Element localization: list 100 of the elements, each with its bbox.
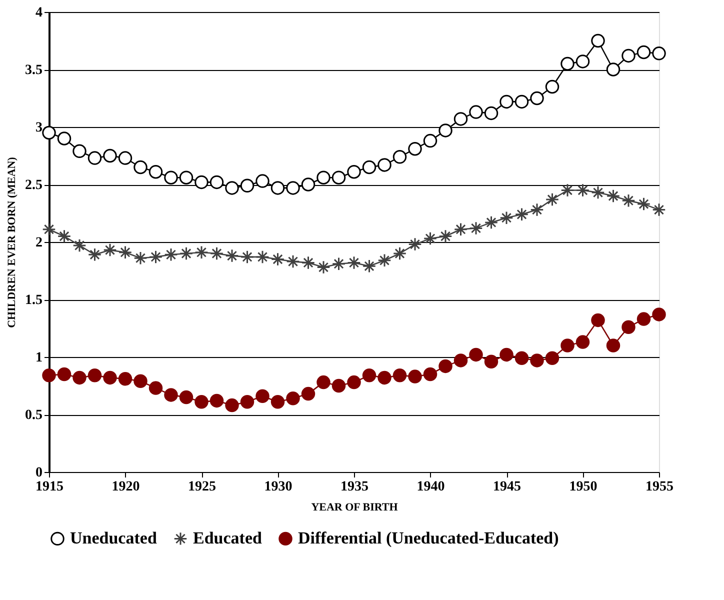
- x-tick-label: 1935: [340, 480, 368, 494]
- y-tick-label: 3: [36, 120, 42, 136]
- point: [347, 375, 361, 390]
- point: [316, 260, 330, 274]
- x-tick-label: 1955: [646, 480, 674, 494]
- x-tick-label: 1920: [112, 480, 140, 494]
- point: [301, 178, 316, 192]
- point: [606, 338, 620, 352]
- point: [530, 91, 544, 106]
- point: [652, 46, 666, 60]
- point: [286, 254, 300, 268]
- point: [454, 222, 468, 236]
- point: [438, 359, 452, 374]
- point: [148, 164, 163, 179]
- point: [225, 248, 239, 263]
- point: [454, 112, 468, 126]
- y-tick-label: 0.5: [25, 408, 42, 423]
- point: [316, 375, 330, 390]
- point: [484, 216, 498, 230]
- point: [514, 94, 529, 109]
- point: [148, 381, 163, 395]
- point: [454, 354, 468, 368]
- point: [210, 394, 224, 408]
- point: [378, 254, 392, 268]
- point: [210, 175, 224, 190]
- point: [636, 197, 651, 211]
- point: [57, 229, 72, 244]
- point: [622, 48, 636, 63]
- point: [225, 398, 239, 412]
- point: [347, 164, 361, 179]
- y-axis-title: CHILDREN EVER BORN (MEAN): [6, 156, 18, 328]
- point: [103, 243, 117, 257]
- point: [179, 170, 194, 184]
- point: [423, 232, 438, 246]
- y-tick-label: 3.5: [25, 63, 42, 78]
- point: [469, 105, 483, 119]
- point: [118, 245, 132, 260]
- point: [72, 370, 86, 385]
- y-tick-label: 4: [36, 6, 42, 20]
- point: [560, 183, 574, 198]
- point: [392, 368, 407, 382]
- x-tick-label: 1930: [264, 480, 292, 494]
- point: [362, 368, 376, 382]
- point: [378, 158, 392, 172]
- point: [164, 388, 178, 402]
- point: [591, 186, 605, 200]
- point: [438, 124, 452, 138]
- point: [636, 45, 651, 60]
- x-tick-label: 1950: [569, 480, 598, 494]
- point: [362, 259, 376, 274]
- point: [576, 54, 590, 68]
- point: [88, 248, 102, 262]
- legend-label: Uneducated: [70, 528, 158, 548]
- point: [514, 208, 529, 222]
- point: [332, 170, 346, 184]
- point: [652, 308, 666, 322]
- point: [240, 394, 254, 409]
- point: [42, 368, 56, 382]
- point: [469, 348, 483, 362]
- point: [42, 222, 56, 236]
- y-tick-label: 2: [36, 236, 42, 250]
- point: [484, 354, 498, 368]
- point: [88, 151, 102, 165]
- point: [560, 56, 574, 71]
- point: [164, 170, 178, 184]
- point: [545, 351, 560, 366]
- x-axis-title: YEAR OF BIRTH: [311, 502, 398, 514]
- point: [134, 251, 148, 265]
- point: [72, 238, 86, 252]
- point: [103, 370, 117, 385]
- legend-label: Educated: [193, 528, 262, 548]
- point: [42, 126, 56, 140]
- point: [256, 174, 270, 188]
- point: [256, 250, 270, 264]
- point: [194, 394, 208, 409]
- x-tick-label: 1940: [416, 480, 445, 494]
- point: [194, 245, 208, 260]
- point: [316, 170, 330, 184]
- point: [392, 150, 407, 164]
- point: [530, 354, 544, 368]
- legend-label: Differential (Uneducated-Educated): [298, 528, 559, 548]
- y-tick-label: 2.5: [25, 178, 42, 193]
- point: [622, 320, 636, 334]
- y-tick-label: 1: [36, 350, 42, 366]
- point: [560, 338, 574, 352]
- point: [576, 183, 590, 198]
- point: [270, 252, 285, 266]
- point: [347, 256, 361, 270]
- point: [606, 189, 620, 203]
- point: [469, 221, 483, 236]
- point: [240, 250, 254, 264]
- point: [256, 389, 270, 403]
- point: [88, 368, 102, 382]
- point: [530, 202, 544, 217]
- point: [636, 312, 651, 326]
- point: [286, 181, 300, 195]
- point: [210, 246, 224, 260]
- x-tick-label: 1925: [188, 480, 216, 494]
- point: [270, 181, 285, 195]
- point: [408, 237, 422, 252]
